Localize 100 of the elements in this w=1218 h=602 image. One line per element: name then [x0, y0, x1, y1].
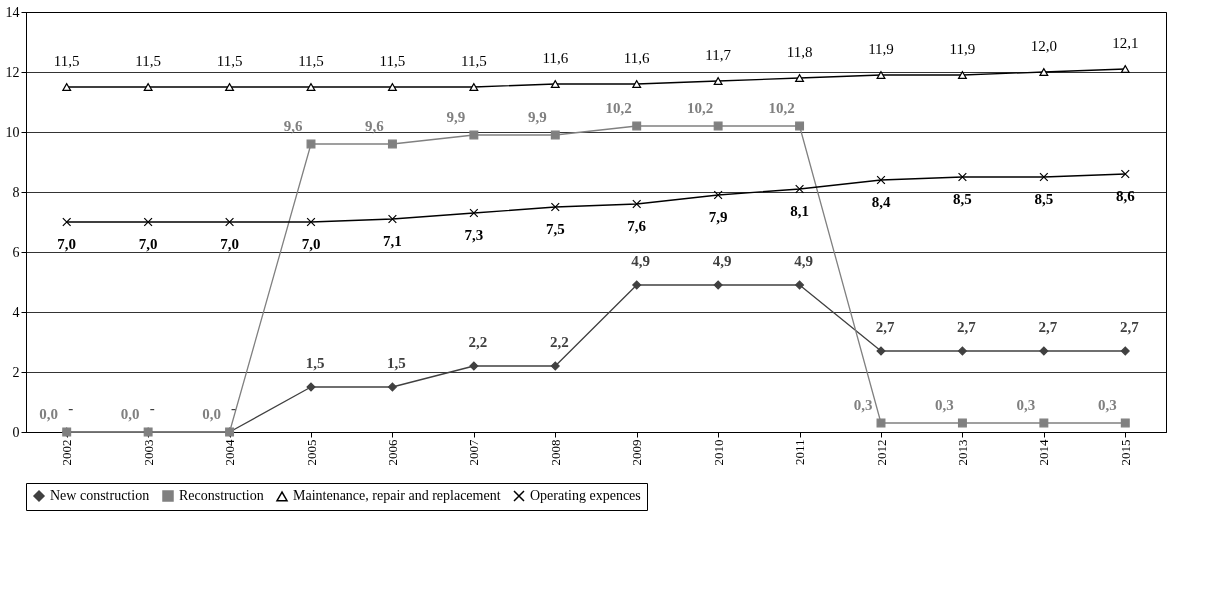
x-tick-label: 2009 [629, 439, 645, 466]
x-tick-label: 2005 [303, 439, 319, 466]
point [957, 172, 967, 182]
x-tick-label: 2006 [384, 439, 400, 466]
point [957, 346, 967, 356]
point [957, 418, 967, 428]
point [1120, 169, 1130, 179]
data-label: 9,6 [283, 118, 303, 134]
data-label: 11,9 [949, 41, 976, 57]
data-label: 10,2 [768, 100, 795, 116]
data-label: 9,6 [365, 118, 385, 134]
point [876, 418, 886, 428]
y-tick-label: 4 [12, 304, 20, 320]
x-tick-label: 2014 [1036, 439, 1052, 466]
point [1120, 65, 1130, 73]
data-label: 8,5 [953, 191, 972, 207]
x-tick-label: 2010 [710, 439, 726, 466]
point [713, 77, 723, 85]
data-label: 1,5 [305, 355, 325, 371]
data-label: 2,7 [957, 319, 977, 335]
point [387, 83, 397, 91]
data-label: 0,0 [39, 406, 59, 422]
point [795, 74, 805, 82]
legend-label: Reconstruction [179, 488, 264, 503]
point [306, 139, 316, 149]
point [1039, 418, 1049, 428]
point [62, 217, 72, 227]
data-label: 7,0 [301, 236, 321, 252]
data-label: 11,5 [379, 53, 406, 69]
point [713, 190, 723, 200]
y-tick-label: 2 [12, 364, 20, 380]
x-tick-label: 2007 [466, 439, 482, 466]
point [469, 361, 479, 371]
point [469, 208, 479, 218]
x-tick-label: 2012 [873, 439, 889, 466]
point [550, 130, 560, 140]
x-tick-label: 2003 [140, 439, 156, 466]
data-label: 8,5 [1034, 191, 1054, 207]
data-label: 7,0 [220, 236, 239, 252]
data-label: 11,5 [135, 53, 161, 69]
data-label: 4,9 [794, 253, 813, 269]
data-label: 9,9 [527, 109, 547, 125]
data-label: 11,5 [298, 53, 324, 69]
data-label: 0,3 [935, 397, 954, 413]
point [632, 80, 642, 88]
data-label: 7,3 [464, 227, 484, 243]
point [387, 214, 397, 224]
data-label: 0,0 [202, 406, 221, 422]
data-label: 7,1 [383, 233, 402, 249]
point [387, 139, 397, 149]
data-label: 12,0 [1030, 38, 1057, 54]
data-label: 8,1 [790, 203, 809, 219]
x-tick-label: 2013 [954, 439, 970, 466]
data-label: 11,5 [53, 53, 80, 69]
point [225, 217, 235, 227]
y-tick-label: 10 [5, 124, 20, 140]
point [469, 130, 479, 140]
data-label: 11,6 [623, 50, 651, 66]
y-tick-label: 6 [12, 244, 20, 260]
point [1039, 172, 1049, 182]
point [1039, 346, 1049, 356]
point [795, 184, 805, 194]
data-label: 2,7 [1119, 319, 1140, 335]
data-label: 11,5 [461, 53, 487, 69]
point [550, 202, 560, 212]
point [306, 83, 316, 91]
data-label: - [68, 400, 74, 416]
data-label: 4,9 [712, 253, 732, 269]
point [876, 346, 886, 356]
data-label: - [231, 400, 237, 416]
point [632, 121, 642, 131]
x-tick-label: 2015 [1117, 439, 1133, 466]
point [1120, 418, 1130, 428]
point [876, 175, 886, 185]
data-label: 2,7 [875, 319, 895, 335]
point [306, 382, 316, 392]
point [143, 217, 153, 227]
data-label: 11,5 [216, 53, 243, 69]
point [387, 382, 397, 392]
y-tick-label: 8 [12, 184, 20, 200]
point [713, 121, 723, 131]
data-label: 11,9 [868, 41, 894, 57]
x-tick-label: 2008 [547, 439, 563, 466]
data-label: 0,3 [853, 397, 873, 413]
point [1039, 68, 1049, 76]
data-label: 11,6 [542, 50, 569, 66]
data-label: 2,7 [1038, 319, 1058, 335]
point [632, 280, 642, 290]
point [143, 83, 153, 91]
data-label: 7,6 [627, 218, 647, 234]
data-label: 10,2 [687, 100, 714, 116]
legend-label: Operating expences [530, 488, 641, 503]
point [1120, 346, 1130, 356]
point [632, 199, 642, 209]
point [225, 83, 235, 91]
point [469, 83, 479, 91]
data-label: 2,2 [468, 334, 488, 350]
y-tick-label: 12 [5, 64, 20, 80]
x-tick-label: 2011 [792, 439, 808, 466]
data-label: 0,3 [1097, 397, 1117, 413]
